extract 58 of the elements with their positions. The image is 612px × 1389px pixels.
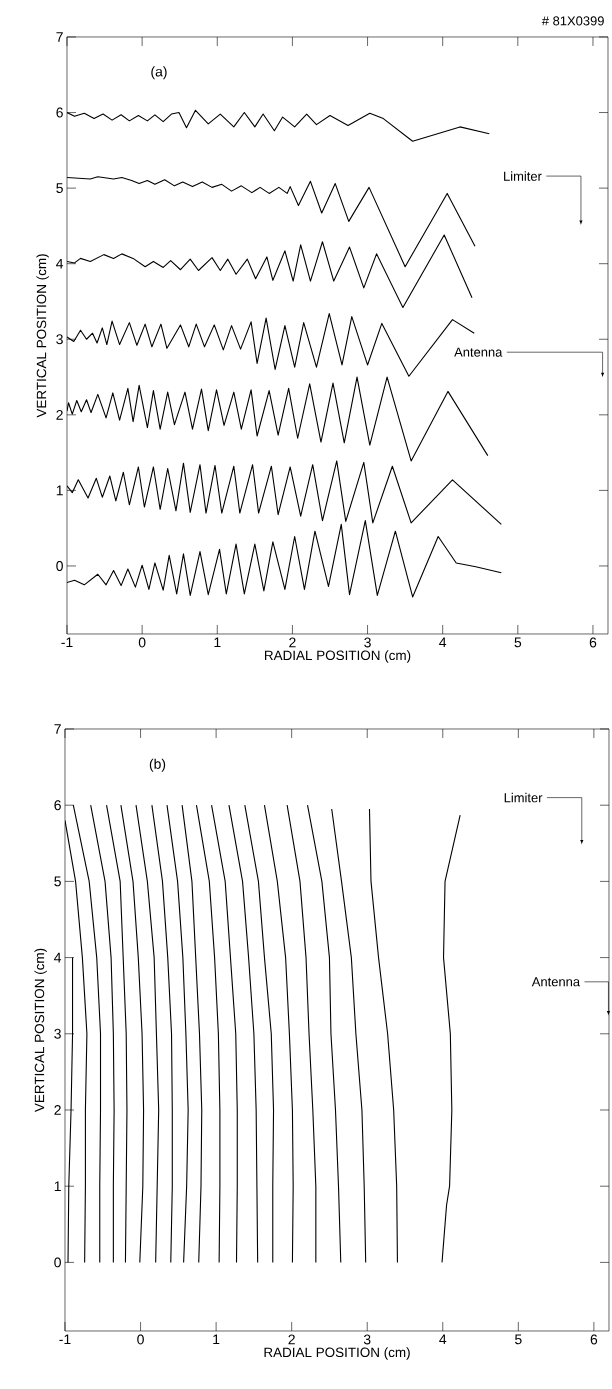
- y-tick-label: 0: [54, 1257, 61, 1268]
- line-series: [244, 804, 275, 1263]
- y-tick-label: 7: [56, 32, 63, 42]
- line-series: [166, 804, 189, 1263]
- y-tick-label: 4: [56, 258, 64, 269]
- text: (a): [151, 66, 167, 80]
- x-tick-label: 6: [589, 637, 597, 648]
- y-axis-title: VERTICAL POSITION (cm): [36, 254, 49, 418]
- y-tick-label: 1: [56, 485, 63, 496]
- y-tick-label: 2: [54, 1105, 61, 1115]
- annotation: Limiter: [504, 171, 542, 181]
- x-tick-label: 1: [213, 1334, 220, 1345]
- annotation: Antenna: [454, 347, 503, 357]
- text: (b): [149, 758, 166, 772]
- annotation: Limiter: [504, 792, 543, 803]
- y-tick-label: 3: [54, 1028, 61, 1039]
- line-series: [286, 804, 317, 1263]
- line-series: [331, 808, 367, 1263]
- x-tick-label: 2: [288, 1334, 295, 1345]
- x-tick-label: 4: [439, 637, 447, 648]
- x-axis-title: RADIAL POSITION (cm): [264, 1347, 410, 1360]
- line-series: [135, 804, 160, 1263]
- y-tick-label: 5: [54, 876, 61, 887]
- y-tick-label: 0: [56, 561, 63, 571]
- annotation: Antenna: [531, 977, 581, 987]
- x-tick-label: 5: [514, 637, 522, 648]
- x-tick-label: 3: [363, 1334, 371, 1345]
- x-tick-label: 2: [289, 637, 296, 648]
- line-series: [106, 804, 128, 1263]
- line-series: [368, 808, 398, 1263]
- y-tick-label: 6: [54, 800, 61, 811]
- y-tick-label: 3: [56, 334, 63, 345]
- y-axis-title: VERTICAL POSITION (cm): [34, 948, 47, 1112]
- x-tick-label: 0: [138, 637, 146, 648]
- y-tick-label: 5: [56, 183, 63, 193]
- y-tick-label: 6: [56, 107, 63, 118]
- x-tick-label: 4: [439, 1334, 447, 1345]
- x-tick-label: -1: [61, 637, 73, 648]
- x-axis-title: RADIAL POSITION (cm): [265, 650, 411, 663]
- y-tick-label: 7: [54, 724, 61, 734]
- y-tick-label: 4: [54, 952, 62, 963]
- line-series: [120, 804, 145, 1263]
- line-series: [228, 804, 259, 1263]
- x-tick-label: 3: [364, 637, 371, 648]
- y-tick-label: 1: [54, 1181, 61, 1191]
- line-series: [306, 804, 342, 1263]
- x-tick-label: 6: [590, 1334, 598, 1345]
- x-tick-label: 1: [214, 637, 221, 648]
- line-series: [441, 814, 461, 1263]
- x-tick-label: -1: [59, 1334, 71, 1345]
- line-series: [90, 804, 115, 1263]
- x-tick-label: 0: [137, 1334, 144, 1345]
- line-series: [195, 804, 221, 1263]
- line-series: [263, 804, 294, 1263]
- line-series: [151, 804, 173, 1263]
- x-tick-label: 5: [515, 1334, 522, 1345]
- text: # 81X0399: [541, 16, 604, 26]
- y-tick-label: 2: [56, 409, 63, 420]
